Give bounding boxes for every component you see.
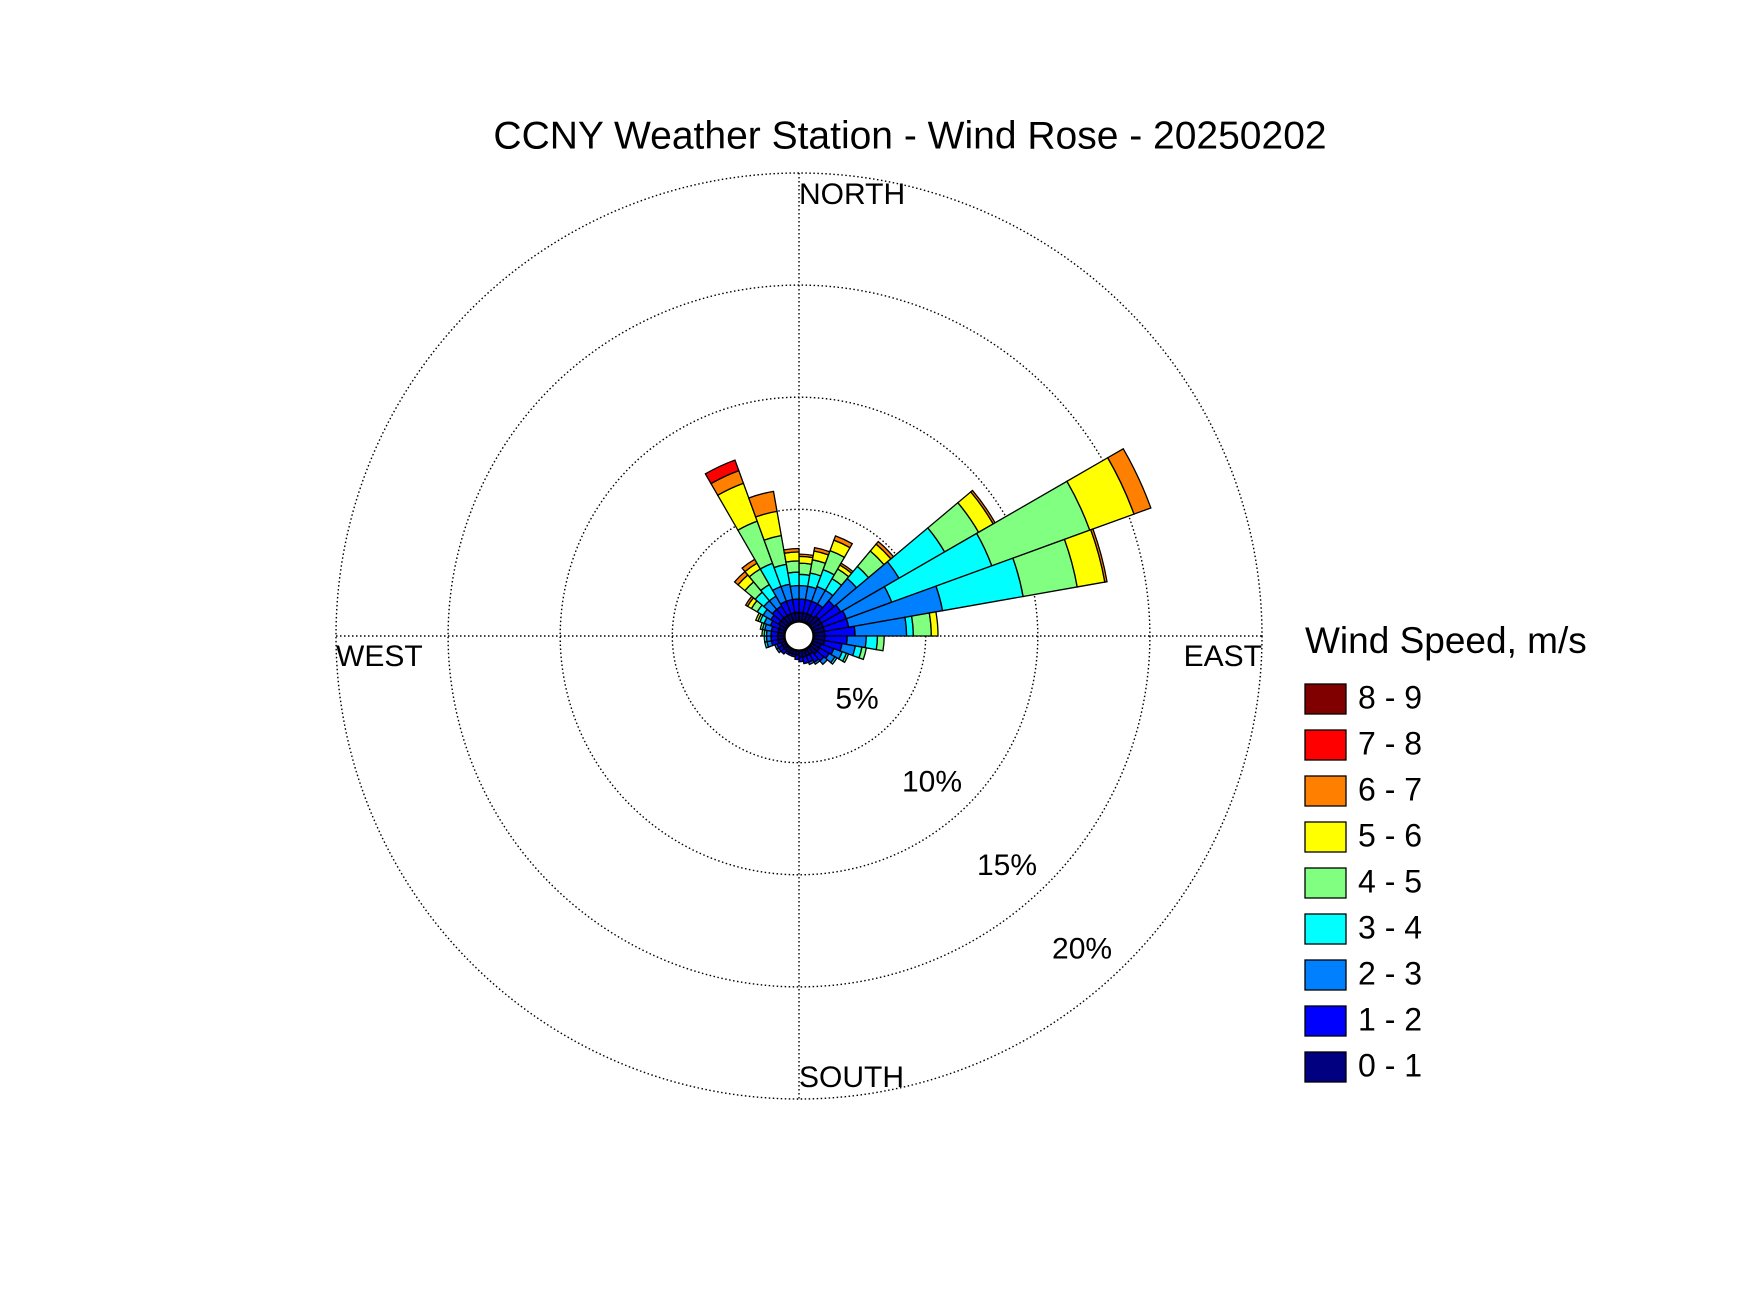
legend-swatch [1304,729,1347,761]
wind-segment [763,635,768,643]
chart-title: CCNY Weather Station - Wind Rose - 20250… [493,114,1326,157]
legend-label: 8 - 9 [1358,679,1422,715]
direction-label: EAST [1184,640,1262,673]
legend-swatch [1304,913,1347,945]
legend-label: 6 - 7 [1358,771,1422,807]
r-tick-label: 5% [835,682,878,715]
direction-label: SOUTH [799,1061,904,1094]
r-tick-label: 20% [1052,932,1112,965]
wind-segment [829,655,838,666]
wind-segment [841,652,850,664]
direction-label: NORTH [799,178,905,211]
legend-label: 0 - 1 [1358,1047,1422,1083]
wind-segment [910,612,932,637]
legend-swatch [1304,821,1347,853]
wind-segment [858,646,868,661]
wind-segment [833,535,854,549]
wind-segment [789,584,800,601]
center-hole [783,620,815,652]
legend-swatch [1304,1051,1347,1083]
legend-swatch [1304,867,1347,899]
wind-segment [928,611,939,637]
legend-swatch [1304,683,1347,715]
wind-segment [1106,447,1152,515]
wind-segment [1089,528,1108,583]
legend-swatch [1304,959,1347,991]
legend-label: 4 - 5 [1358,863,1422,899]
wind-segment [783,547,800,554]
wind-segment [787,571,800,588]
legend-label: 3 - 4 [1358,909,1422,945]
wind-segment [875,635,885,652]
legend-swatch [1304,775,1347,807]
r-tick-label: 10% [902,766,962,799]
wind-segment [785,560,800,574]
wind-segment [798,656,805,663]
legend-label: 5 - 6 [1358,817,1422,853]
legend-label: 7 - 8 [1358,725,1422,761]
wind-segment [864,635,879,651]
wind-segment [704,459,740,485]
legend-swatch [1304,1005,1347,1037]
r-tick-label: 15% [977,849,1037,882]
direction-label: WEST [336,640,423,673]
wind-segment [747,490,778,518]
legend-label: 2 - 3 [1358,955,1422,991]
legend-label: 1 - 2 [1358,1001,1422,1037]
legend-title: Wind Speed, m/s [1305,620,1587,661]
wind-segment [770,635,779,642]
